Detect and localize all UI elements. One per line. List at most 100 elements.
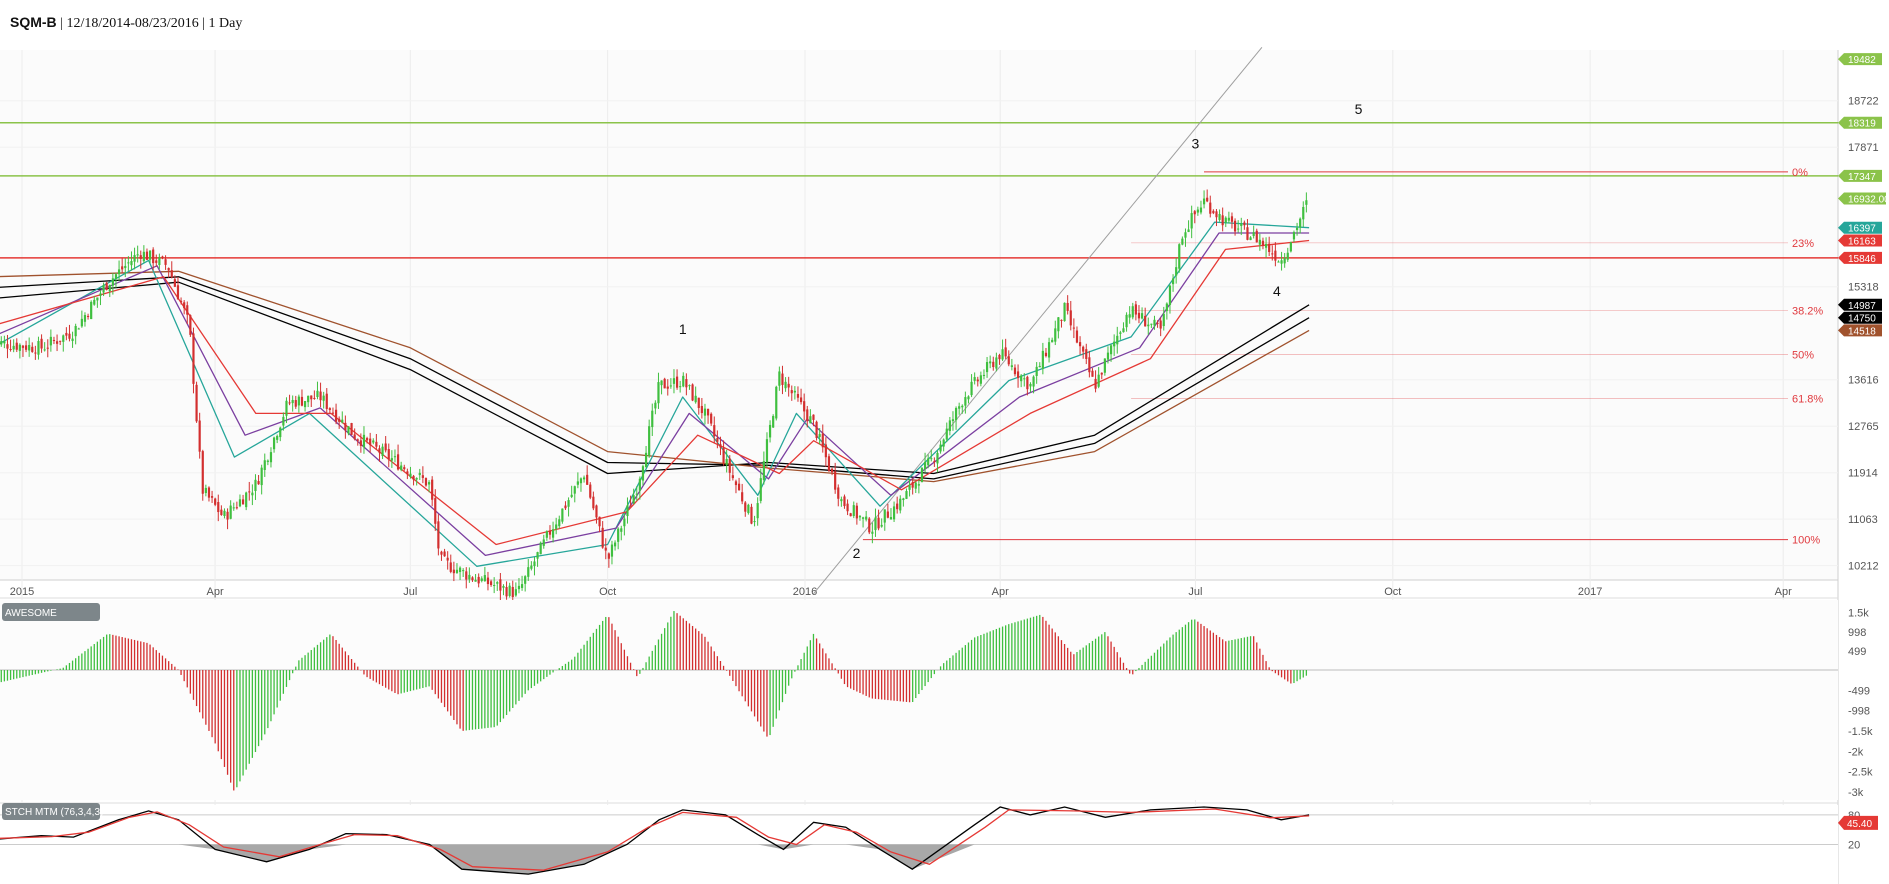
x-tick-label: 2017 <box>1578 586 1602 598</box>
candle-body <box>1075 330 1079 343</box>
candle-body <box>629 505 632 507</box>
candle-body <box>1078 342 1082 347</box>
candle-body <box>279 427 282 438</box>
candle-body <box>722 448 725 463</box>
candle-body <box>793 390 796 393</box>
awesome-pane[interactable] <box>0 600 1838 800</box>
awesome-title: AWESOME <box>5 608 57 619</box>
candle-body <box>1001 349 1004 360</box>
candle-body <box>685 379 688 388</box>
candle-body <box>1128 314 1131 318</box>
candle-body <box>1206 197 1209 202</box>
candle-body <box>1023 378 1026 380</box>
candle-body <box>437 521 440 549</box>
candle-body <box>1016 371 1020 379</box>
stch-title-badge[interactable] <box>2 803 100 820</box>
candle-body <box>545 531 548 538</box>
candle-body <box>923 461 927 470</box>
candle-body <box>958 406 961 409</box>
candle-body <box>713 425 716 437</box>
candle-body <box>152 249 155 264</box>
candle-body <box>254 479 257 491</box>
candle-body <box>1305 200 1308 205</box>
candle-body <box>536 552 539 559</box>
candle-body <box>226 511 229 520</box>
price-tag-label: 14750 <box>1848 314 1876 325</box>
candle-body <box>803 401 806 412</box>
x-tick-label: Apr <box>992 586 1009 598</box>
candle-body <box>592 496 595 509</box>
candle-body <box>648 426 651 456</box>
candle-body <box>896 503 899 510</box>
candle-body <box>753 521 756 523</box>
candle-body <box>465 571 468 580</box>
candle-body <box>582 477 586 480</box>
awesome-title-badge[interactable] <box>2 603 100 621</box>
price-tag-label: 16163 <box>1848 237 1876 248</box>
candle-body <box>967 396 970 400</box>
chart-header: SQM-B | 12/18/2014-08/23/2016 | 1 Day <box>10 14 242 32</box>
candle-body <box>551 529 555 538</box>
candle-body <box>719 444 722 448</box>
candle-body <box>334 409 338 422</box>
candle-body <box>52 339 56 341</box>
candle-body <box>307 395 310 403</box>
candle-body <box>564 505 567 509</box>
candle-body <box>995 357 998 369</box>
candle-body <box>827 456 831 471</box>
y-tick-label: 12765 <box>1848 421 1879 433</box>
candlestick-series[interactable] <box>0 189 1308 605</box>
candle-body <box>682 375 685 387</box>
candle-body <box>970 381 973 396</box>
price-tag-label: 14518 <box>1848 326 1876 337</box>
price-tag <box>1838 53 1882 66</box>
candle-body <box>90 301 93 320</box>
candle-body <box>638 478 641 491</box>
candle-body <box>1147 324 1150 327</box>
candle-body <box>502 586 505 588</box>
candle-body <box>555 524 558 529</box>
candle-body <box>266 460 269 462</box>
candle-body <box>954 407 958 421</box>
candle-body <box>1292 232 1296 240</box>
candle-body <box>880 524 883 527</box>
candle-body <box>747 504 750 514</box>
x-tick-label: Oct <box>599 586 616 598</box>
candle-body <box>18 344 21 351</box>
candle-body <box>1246 227 1249 240</box>
candle-body <box>251 492 254 496</box>
candle-body <box>455 569 459 573</box>
candle-body <box>406 471 409 475</box>
candle-body <box>1094 378 1097 389</box>
price-tag-label: 16932.00 <box>1848 195 1889 206</box>
stch-y-tick-label: 20 <box>1848 840 1860 852</box>
candle-body <box>489 581 493 586</box>
candle-body <box>117 269 121 275</box>
candle-body <box>1258 239 1261 245</box>
candle-body <box>998 354 1001 360</box>
candle-body <box>787 383 790 388</box>
candle-body <box>170 270 173 278</box>
candle-body <box>49 336 52 346</box>
candle-body <box>294 400 297 407</box>
candle-body <box>201 451 204 494</box>
candle-body <box>350 423 353 435</box>
trend-line[interactable] <box>813 46 1263 594</box>
candle-body <box>127 262 130 264</box>
awesome-y-tick-label: 1.5k <box>1848 608 1869 620</box>
candle-body <box>483 575 486 582</box>
candle-body <box>1295 227 1299 231</box>
candle-body <box>130 260 133 266</box>
candle-body <box>855 505 858 519</box>
candle-body <box>1156 322 1159 324</box>
wave-label: 3 <box>1192 135 1200 151</box>
candle-body <box>576 481 579 485</box>
candle-body <box>837 487 840 499</box>
candle-body <box>654 402 657 409</box>
main-plot-area[interactable] <box>0 50 1838 580</box>
candle-body <box>1041 350 1044 370</box>
candle-body <box>37 341 40 355</box>
candle-body <box>1082 346 1085 352</box>
price-tag <box>1838 234 1882 247</box>
